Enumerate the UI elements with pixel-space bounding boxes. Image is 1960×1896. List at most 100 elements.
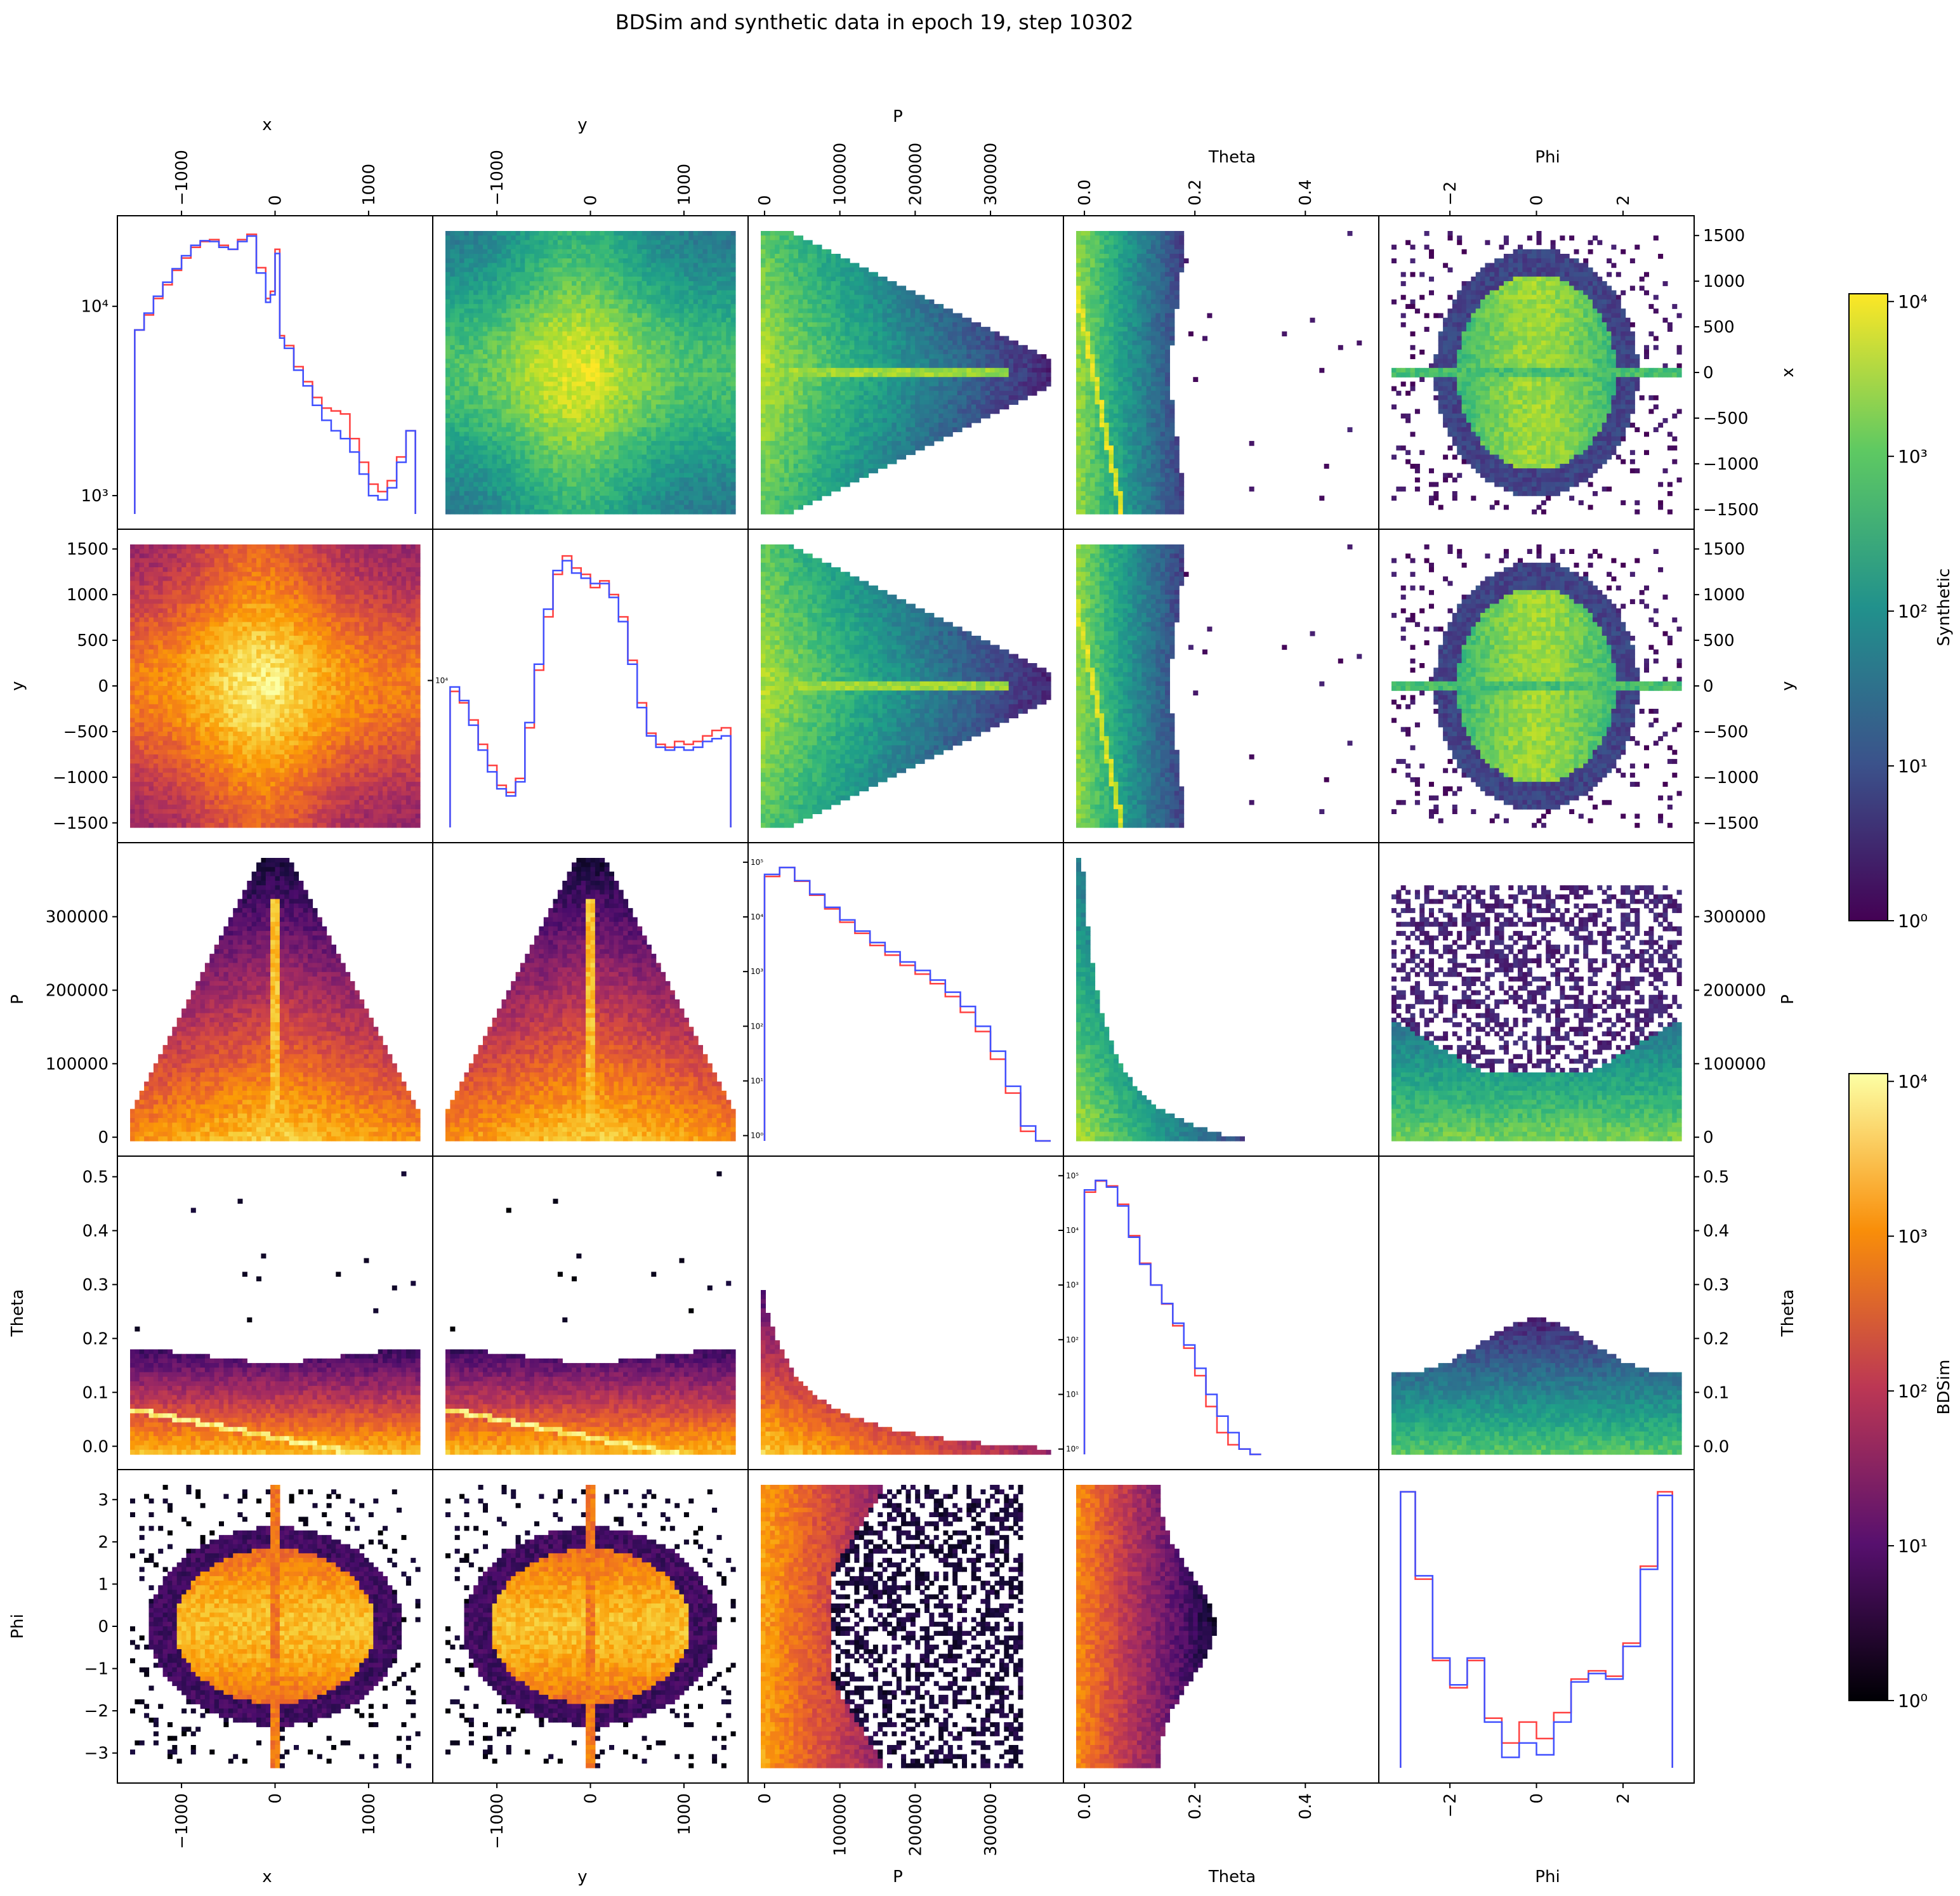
heatmap-bin bbox=[511, 386, 516, 392]
heatmap-bin bbox=[761, 354, 766, 359]
heatmap-bin bbox=[721, 240, 727, 246]
heatmap-bin bbox=[614, 418, 619, 423]
heatmap-bin bbox=[651, 491, 657, 496]
heatmap-bin bbox=[761, 491, 766, 496]
heatmap-bin bbox=[721, 304, 727, 309]
heatmap-bin bbox=[604, 386, 610, 392]
heatmap-bin bbox=[576, 336, 582, 341]
heatmap-bin bbox=[803, 354, 808, 359]
hist-ytick-label: 10⁴ bbox=[81, 298, 109, 317]
heatmap-bin bbox=[473, 350, 479, 355]
heatmap-bin bbox=[618, 482, 624, 487]
heatmap-bin bbox=[641, 363, 647, 369]
heatmap-bin bbox=[614, 450, 619, 456]
heatmap-bin bbox=[506, 231, 511, 236]
heatmap-bin bbox=[614, 350, 619, 355]
heatmap-bin bbox=[614, 354, 619, 359]
heatmap-bin bbox=[683, 363, 689, 369]
heatmap-bin bbox=[497, 290, 503, 296]
heatmap-bin bbox=[637, 313, 643, 319]
heatmap-bin bbox=[459, 423, 465, 428]
heatmap-bin bbox=[478, 491, 483, 496]
heatmap-bin bbox=[454, 386, 460, 392]
heatmap-bin bbox=[698, 491, 703, 496]
heatmap-bin bbox=[669, 491, 675, 496]
heatmap-bin bbox=[534, 404, 539, 410]
heatmap-bin bbox=[600, 409, 605, 414]
heatmap-bin bbox=[572, 423, 577, 428]
heatmap-bin bbox=[821, 290, 827, 296]
heatmap-bin bbox=[840, 436, 846, 442]
heatmap-bin bbox=[576, 276, 582, 282]
heatmap-bin bbox=[850, 313, 855, 319]
heatmap-bin bbox=[600, 459, 605, 464]
heatmap-bin bbox=[779, 418, 785, 423]
heatmap-bin bbox=[803, 272, 808, 277]
heatmap-bin bbox=[784, 436, 789, 442]
heatmap-bin bbox=[600, 477, 605, 483]
heatmap-bin bbox=[726, 313, 732, 319]
heatmap-bin bbox=[765, 427, 771, 433]
heatmap-bin bbox=[655, 463, 661, 469]
heatmap-bin bbox=[586, 509, 591, 515]
heatmap-bin bbox=[850, 340, 855, 346]
heatmap-bin bbox=[693, 272, 699, 277]
heatmap-bin bbox=[835, 322, 841, 327]
heatmap-bin bbox=[506, 281, 511, 286]
heatmap-bin bbox=[562, 240, 568, 246]
heatmap-bin bbox=[770, 504, 775, 510]
heatmap-bin bbox=[576, 272, 582, 277]
heatmap-bin bbox=[525, 454, 530, 460]
heatmap-bin bbox=[702, 390, 708, 396]
heatmap-bin bbox=[628, 404, 633, 410]
heatmap-bin bbox=[614, 423, 619, 428]
heatmap-bin bbox=[688, 331, 694, 337]
heatmap-bin bbox=[478, 254, 483, 259]
heatmap-bin bbox=[548, 340, 554, 346]
heatmap-bin bbox=[515, 354, 521, 359]
heatmap-bin bbox=[683, 427, 689, 433]
heatmap-bin bbox=[793, 404, 799, 410]
heatmap-bin bbox=[665, 423, 671, 428]
heatmap-bin bbox=[445, 272, 451, 277]
heatmap-bin bbox=[581, 354, 586, 359]
heatmap-bin bbox=[789, 244, 794, 250]
heatmap-bin bbox=[468, 313, 474, 319]
heatmap-bin bbox=[623, 468, 629, 473]
heatmap-bin bbox=[557, 509, 563, 515]
heatmap-bin bbox=[817, 477, 822, 483]
heatmap-bin bbox=[679, 294, 685, 300]
heatmap-bin bbox=[831, 263, 836, 268]
heatmap-bin bbox=[655, 500, 661, 506]
heatmap-bin bbox=[628, 359, 633, 364]
heatmap-bin bbox=[478, 299, 483, 305]
heatmap-bin bbox=[784, 336, 789, 341]
heatmap-bin bbox=[683, 308, 689, 314]
heatmap-bin bbox=[464, 372, 470, 378]
heatmap-bin bbox=[721, 400, 727, 405]
heatmap-bin bbox=[506, 482, 511, 487]
heatmap-bin bbox=[534, 427, 539, 433]
heatmap-bin bbox=[726, 299, 732, 305]
heatmap-bin bbox=[543, 509, 549, 515]
heatmap-bin bbox=[702, 504, 708, 510]
heatmap-bin bbox=[464, 496, 470, 501]
heatmap-bin bbox=[775, 304, 780, 309]
heatmap-bin bbox=[609, 418, 614, 423]
heatmap-bin bbox=[487, 290, 493, 296]
heatmap-bin bbox=[661, 496, 666, 501]
heatmap-bin bbox=[501, 423, 507, 428]
heatmap-bin bbox=[534, 345, 539, 350]
heatmap-bin bbox=[562, 263, 568, 268]
heatmap-bin bbox=[655, 477, 661, 483]
heatmap-bin bbox=[669, 317, 675, 323]
heatmap-bin bbox=[628, 286, 633, 291]
heatmap-bin bbox=[600, 350, 605, 355]
heatmap-bin bbox=[798, 454, 803, 460]
heatmap-bin bbox=[581, 317, 586, 323]
heatmap-bin bbox=[669, 322, 675, 327]
heatmap-bin bbox=[459, 345, 465, 350]
heatmap-bin bbox=[506, 450, 511, 456]
heatmap-bin bbox=[468, 445, 474, 451]
heatmap-bin bbox=[487, 445, 493, 451]
